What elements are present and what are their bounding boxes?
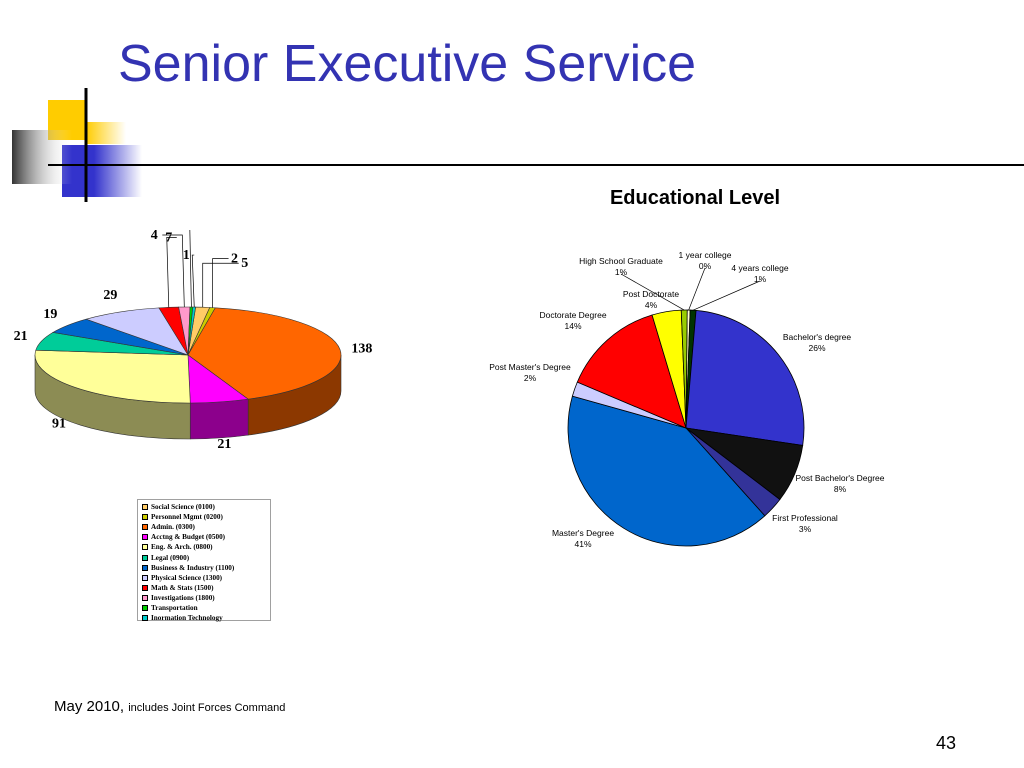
legend-item-personnel-mgmt-0200: Personnel Mgmt (0200): [142, 512, 270, 522]
pie3d-value-label: 7: [165, 230, 172, 245]
legend-item-social-science-0100: Social Science (0100): [142, 502, 270, 512]
pie3d-value-label: 21: [14, 329, 28, 344]
pie3d-value-label: 5: [241, 256, 248, 271]
edu-slice-percent: 2%: [524, 373, 537, 383]
pie3d-slice-eng-arch-0800: [34, 349, 191, 404]
edu-slice-label: Post Master's Degree: [489, 362, 571, 372]
legend-label: Investigations (1800): [151, 593, 215, 602]
edu-slice-label: Master's Degree: [552, 528, 614, 538]
pie3d-value-label: 19: [43, 307, 57, 322]
legend-swatch: [142, 584, 148, 591]
edu-slice-label: 4 years college: [731, 263, 788, 273]
edu-slice-percent: 1%: [754, 274, 767, 284]
pie3d-leader-line: [212, 258, 229, 308]
edu-leader-line: [688, 267, 706, 311]
legend-swatch: [142, 604, 148, 611]
footnote: May 2010, includes Joint Forces Command: [54, 698, 285, 715]
pie3d-leader-line: [162, 234, 185, 308]
pie3d-value-label: 1: [183, 248, 190, 263]
legend-label: Social Science (0100): [151, 503, 215, 512]
legend-label: Eng. & Arch. (0800): [151, 543, 213, 552]
legend-label: Legal (0900): [151, 553, 190, 562]
legend-swatch: [142, 524, 148, 531]
legend-swatch: [142, 554, 148, 561]
pie3d-side-acctng-budget-0500: [189, 398, 249, 440]
legend-item-eng-arch-0800: Eng. & Arch. (0800): [142, 542, 270, 552]
edu-slice-percent: 1%: [615, 267, 628, 277]
pie3d-leader-line: [189, 230, 192, 308]
legend-label: Inormation Technology: [151, 614, 223, 623]
legend-item-physical-science-1300: Physical Science (1300): [142, 573, 270, 583]
legend-swatch: [142, 504, 148, 511]
pie3d-leader-line: [166, 237, 177, 308]
slide-title: Senior Executive Service: [118, 35, 697, 93]
deco-yellow-fade: [86, 122, 126, 144]
footnote-main: May 2010,: [54, 698, 125, 715]
pie3d-value-label: 29: [103, 288, 117, 303]
legend-swatch: [142, 615, 148, 622]
edu-slice-percent: 26%: [808, 343, 825, 353]
edu-slice-label: Post Bachelor's Degree: [795, 473, 884, 483]
legend-swatch: [142, 514, 148, 521]
header-decoration: [12, 88, 1024, 202]
legend-swatch: [142, 544, 148, 551]
legend-item-transportation: Transportation: [142, 603, 270, 613]
edu-slice-percent: 41%: [574, 539, 591, 549]
edu-slice-label: 1 year college: [679, 250, 732, 260]
pie3d-value-label: 138: [351, 341, 372, 356]
pie3d-value-label: 4: [151, 230, 158, 243]
edu-slice-bachelor-s-degree: [685, 309, 805, 446]
legend-item-math-stats-1500: Math & Stats (1500): [142, 583, 270, 593]
pie3d-slice-admin-0300: [187, 307, 342, 400]
edu-slice-label: Post Doctorate: [623, 289, 679, 299]
legend-label: Business & Industry (1100): [151, 563, 235, 572]
edu-leader-line: [692, 280, 761, 311]
legend-swatch: [142, 574, 148, 581]
legend-item-inormation-technology: Inormation Technology: [142, 613, 270, 623]
legend-label: Personnel Mgmt (0200): [151, 513, 223, 522]
legend-item-investigations-1800: Investigations (1800): [142, 593, 270, 603]
legend-swatch: [142, 594, 148, 601]
legend-label: Math & Stats (1500): [151, 583, 214, 592]
pie3d-value-label: 21: [217, 437, 231, 452]
page-number: 43: [936, 733, 957, 753]
legend-label: Transportation: [151, 603, 198, 612]
pie3d-leader-line: [191, 254, 195, 308]
pie3d-value-label: 91: [52, 417, 66, 432]
deco-blue-fade: [94, 145, 142, 197]
pie3d-slice-inormation-technology: [187, 306, 196, 356]
footnote-small: includes Joint Forces Command: [128, 702, 286, 714]
edu-slice-percent: 8%: [834, 484, 847, 494]
edu-slice-label: Bachelor's degree: [783, 332, 852, 342]
legend-swatch: [142, 564, 148, 571]
edu-slice-label: Doctorate Degree: [539, 310, 606, 320]
edu-leader-line: [620, 273, 685, 311]
edu-slice-high-school-graduate: [680, 309, 688, 429]
edu-slice-percent: 14%: [564, 321, 581, 331]
legend-swatch: [142, 534, 148, 541]
edu-slice-percent: 0%: [699, 261, 712, 271]
edu-slice-percent: 3%: [799, 524, 812, 534]
deco-gray-fade: [12, 130, 72, 184]
edu-slice-label: High School Graduate: [579, 256, 663, 266]
legend-label: Admin. (0300): [151, 523, 195, 532]
edu-slice-master-s-degree: [567, 395, 766, 547]
education-chart-title: Educational Level: [609, 187, 781, 209]
occupation-pie-chart: 1382191211929527411: [14, 230, 372, 452]
legend-item-admin-0300: Admin. (0300): [142, 522, 270, 532]
edu-slice-label: First Professional: [772, 513, 838, 523]
edu-slice-percent: 4%: [645, 300, 658, 310]
edu-slice-doctorate-degree: [576, 314, 687, 429]
legend-item-legal-0900: Legal (0900): [142, 552, 270, 562]
legend-item-acctng-budget-0500: Acctng & Budget (0500): [142, 532, 270, 542]
pie3d-value-label: 2: [231, 252, 238, 267]
legend-label: Acctng & Budget (0500): [151, 533, 226, 542]
occupation-legend: Social Science (0100) Personnel Mgmt (020…: [137, 499, 271, 623]
pie3d-leader-line: [202, 262, 239, 308]
legend-label: Physical Science (1300): [151, 573, 223, 582]
legend-item-business-industry-1100: Business & Industry (1100): [142, 563, 270, 573]
